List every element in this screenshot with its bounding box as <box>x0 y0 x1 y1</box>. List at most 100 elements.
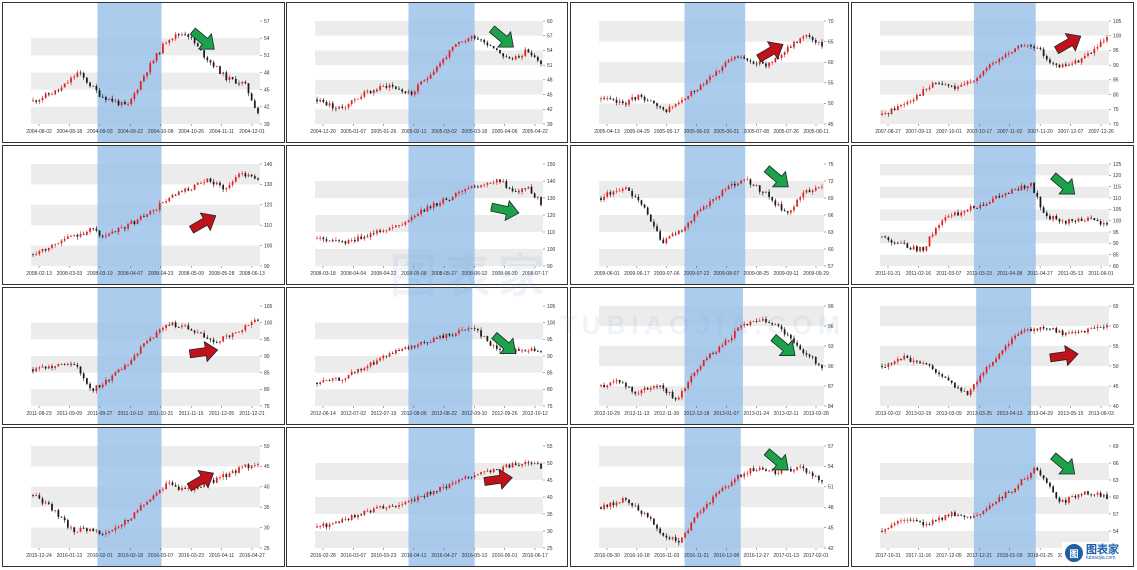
candle <box>649 515 652 521</box>
y-tick-label: 45 <box>264 87 270 93</box>
candle <box>111 529 114 532</box>
candle <box>536 55 539 63</box>
candle <box>805 350 808 358</box>
candle <box>451 196 454 201</box>
x-tick-label: 2007-10-01 <box>936 129 962 135</box>
candle <box>533 192 536 199</box>
candle <box>690 373 693 385</box>
candle <box>954 83 956 91</box>
candle <box>668 235 671 239</box>
candle <box>174 32 177 41</box>
candle <box>448 332 451 337</box>
candle <box>969 515 972 520</box>
candle <box>139 80 142 91</box>
candle <box>884 111 887 116</box>
y-tick-label: 39 <box>547 122 553 128</box>
candle <box>155 52 158 64</box>
candle <box>514 54 517 61</box>
chart-panel: 515457606366692017-10-312017-11-162017-1… <box>851 427 1134 567</box>
candle <box>671 536 674 541</box>
candle <box>540 196 542 207</box>
highlight-region <box>97 146 162 284</box>
candle <box>499 49 501 54</box>
candle <box>111 374 114 384</box>
candle <box>954 381 956 389</box>
candle <box>92 84 95 87</box>
candle <box>335 237 337 243</box>
candle <box>687 528 690 534</box>
candle <box>979 202 982 211</box>
logo-subtext: tubiaojia.com <box>1086 555 1116 561</box>
candle <box>253 317 256 323</box>
candle <box>1087 327 1089 335</box>
x-tick-label: 2005-03-02 <box>431 129 457 135</box>
x-tick-label: 2016-06-17 <box>522 553 548 559</box>
candle <box>470 185 473 189</box>
candle <box>796 198 798 207</box>
candle <box>436 65 438 74</box>
candle <box>410 214 413 223</box>
candle <box>1055 213 1058 221</box>
candle <box>372 359 375 366</box>
candle <box>404 500 407 506</box>
candle <box>1093 325 1096 329</box>
candle <box>1106 34 1108 44</box>
candle <box>612 97 615 102</box>
candle <box>938 514 940 523</box>
candle <box>1004 52 1007 59</box>
candle <box>752 184 755 187</box>
candle <box>206 55 209 63</box>
candle <box>919 246 921 253</box>
candle <box>486 40 489 48</box>
y-tick-label: 42 <box>264 105 270 111</box>
candle <box>1055 62 1058 68</box>
candle <box>934 82 937 85</box>
x-tick-label: 2009-08-25 <box>743 271 769 277</box>
candle <box>171 321 174 327</box>
candle <box>665 109 668 114</box>
y-tick-label: 95 <box>1113 48 1119 54</box>
candle <box>473 472 476 480</box>
candle <box>690 220 693 225</box>
logo[interactable]: 图 图表家 tubiaojia.com <box>1062 542 1122 564</box>
candle <box>1096 490 1099 497</box>
candle <box>1020 183 1023 191</box>
candle <box>771 196 774 203</box>
candle <box>674 231 677 236</box>
x-tick-label: 2011-01-31 <box>875 271 900 277</box>
candle <box>66 79 69 84</box>
candle <box>146 339 148 345</box>
candle <box>467 476 470 480</box>
candle <box>439 486 441 493</box>
candle <box>646 512 649 519</box>
candle <box>357 233 359 243</box>
candle <box>158 200 161 213</box>
candle <box>884 364 887 368</box>
candle <box>715 69 718 77</box>
x-tick-label: 2009-07-22 <box>684 271 710 277</box>
candle <box>727 58 730 63</box>
candle <box>743 471 746 480</box>
red-arrow-icon <box>756 41 784 63</box>
candle <box>922 246 925 253</box>
candle <box>250 92 253 101</box>
candle <box>388 351 391 358</box>
candle <box>1090 493 1093 497</box>
candle <box>758 465 761 472</box>
candle <box>436 490 438 495</box>
candle <box>44 366 47 370</box>
candle <box>190 328 193 332</box>
x-tick-label: 2011-12-21 <box>239 411 264 417</box>
candle <box>931 518 934 527</box>
candle <box>467 185 470 190</box>
candle <box>615 96 618 106</box>
candle <box>540 462 542 469</box>
candle <box>640 199 643 207</box>
candle <box>92 527 95 532</box>
candle <box>715 350 718 356</box>
candle <box>413 89 416 98</box>
candle <box>709 353 711 360</box>
candle <box>85 230 88 236</box>
candle <box>454 332 457 338</box>
candle <box>133 91 136 102</box>
